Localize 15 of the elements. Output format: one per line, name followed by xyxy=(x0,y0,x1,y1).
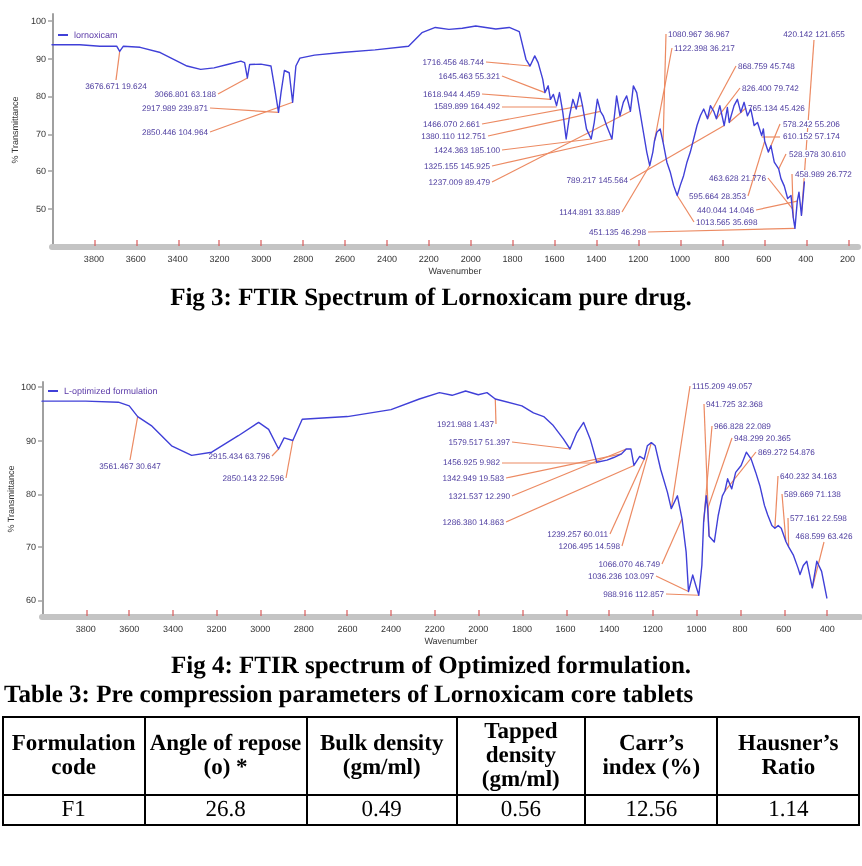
text: 12.56 xyxy=(585,795,718,825)
category-label: Angle of repose (o) * xyxy=(144,717,307,795)
text: 0.56 xyxy=(456,795,585,825)
text: Fig 4: FTIR spectrum of Optimized formulation. xyxy=(170,651,692,679)
text: F1 xyxy=(3,795,145,825)
category-label: Tapped density (gm/ml) xyxy=(456,717,585,795)
category-label: Formulation code xyxy=(3,717,145,795)
text: Fig 3: FTIR Spectrum of Lornoxicam pure drug. xyxy=(170,283,692,311)
text: 26.8 xyxy=(144,795,307,825)
category-label: Bulk density (gm/ml) xyxy=(306,717,457,795)
category-label: Carr’s index (%) xyxy=(585,717,718,795)
text: Table 3: Pre compression parameters of Lornoxicam core tablets xyxy=(2,680,696,708)
text: 1.14 xyxy=(717,795,859,825)
category-label: Hausner’s Ratio xyxy=(717,717,859,795)
text: 0.49 xyxy=(306,795,457,825)
